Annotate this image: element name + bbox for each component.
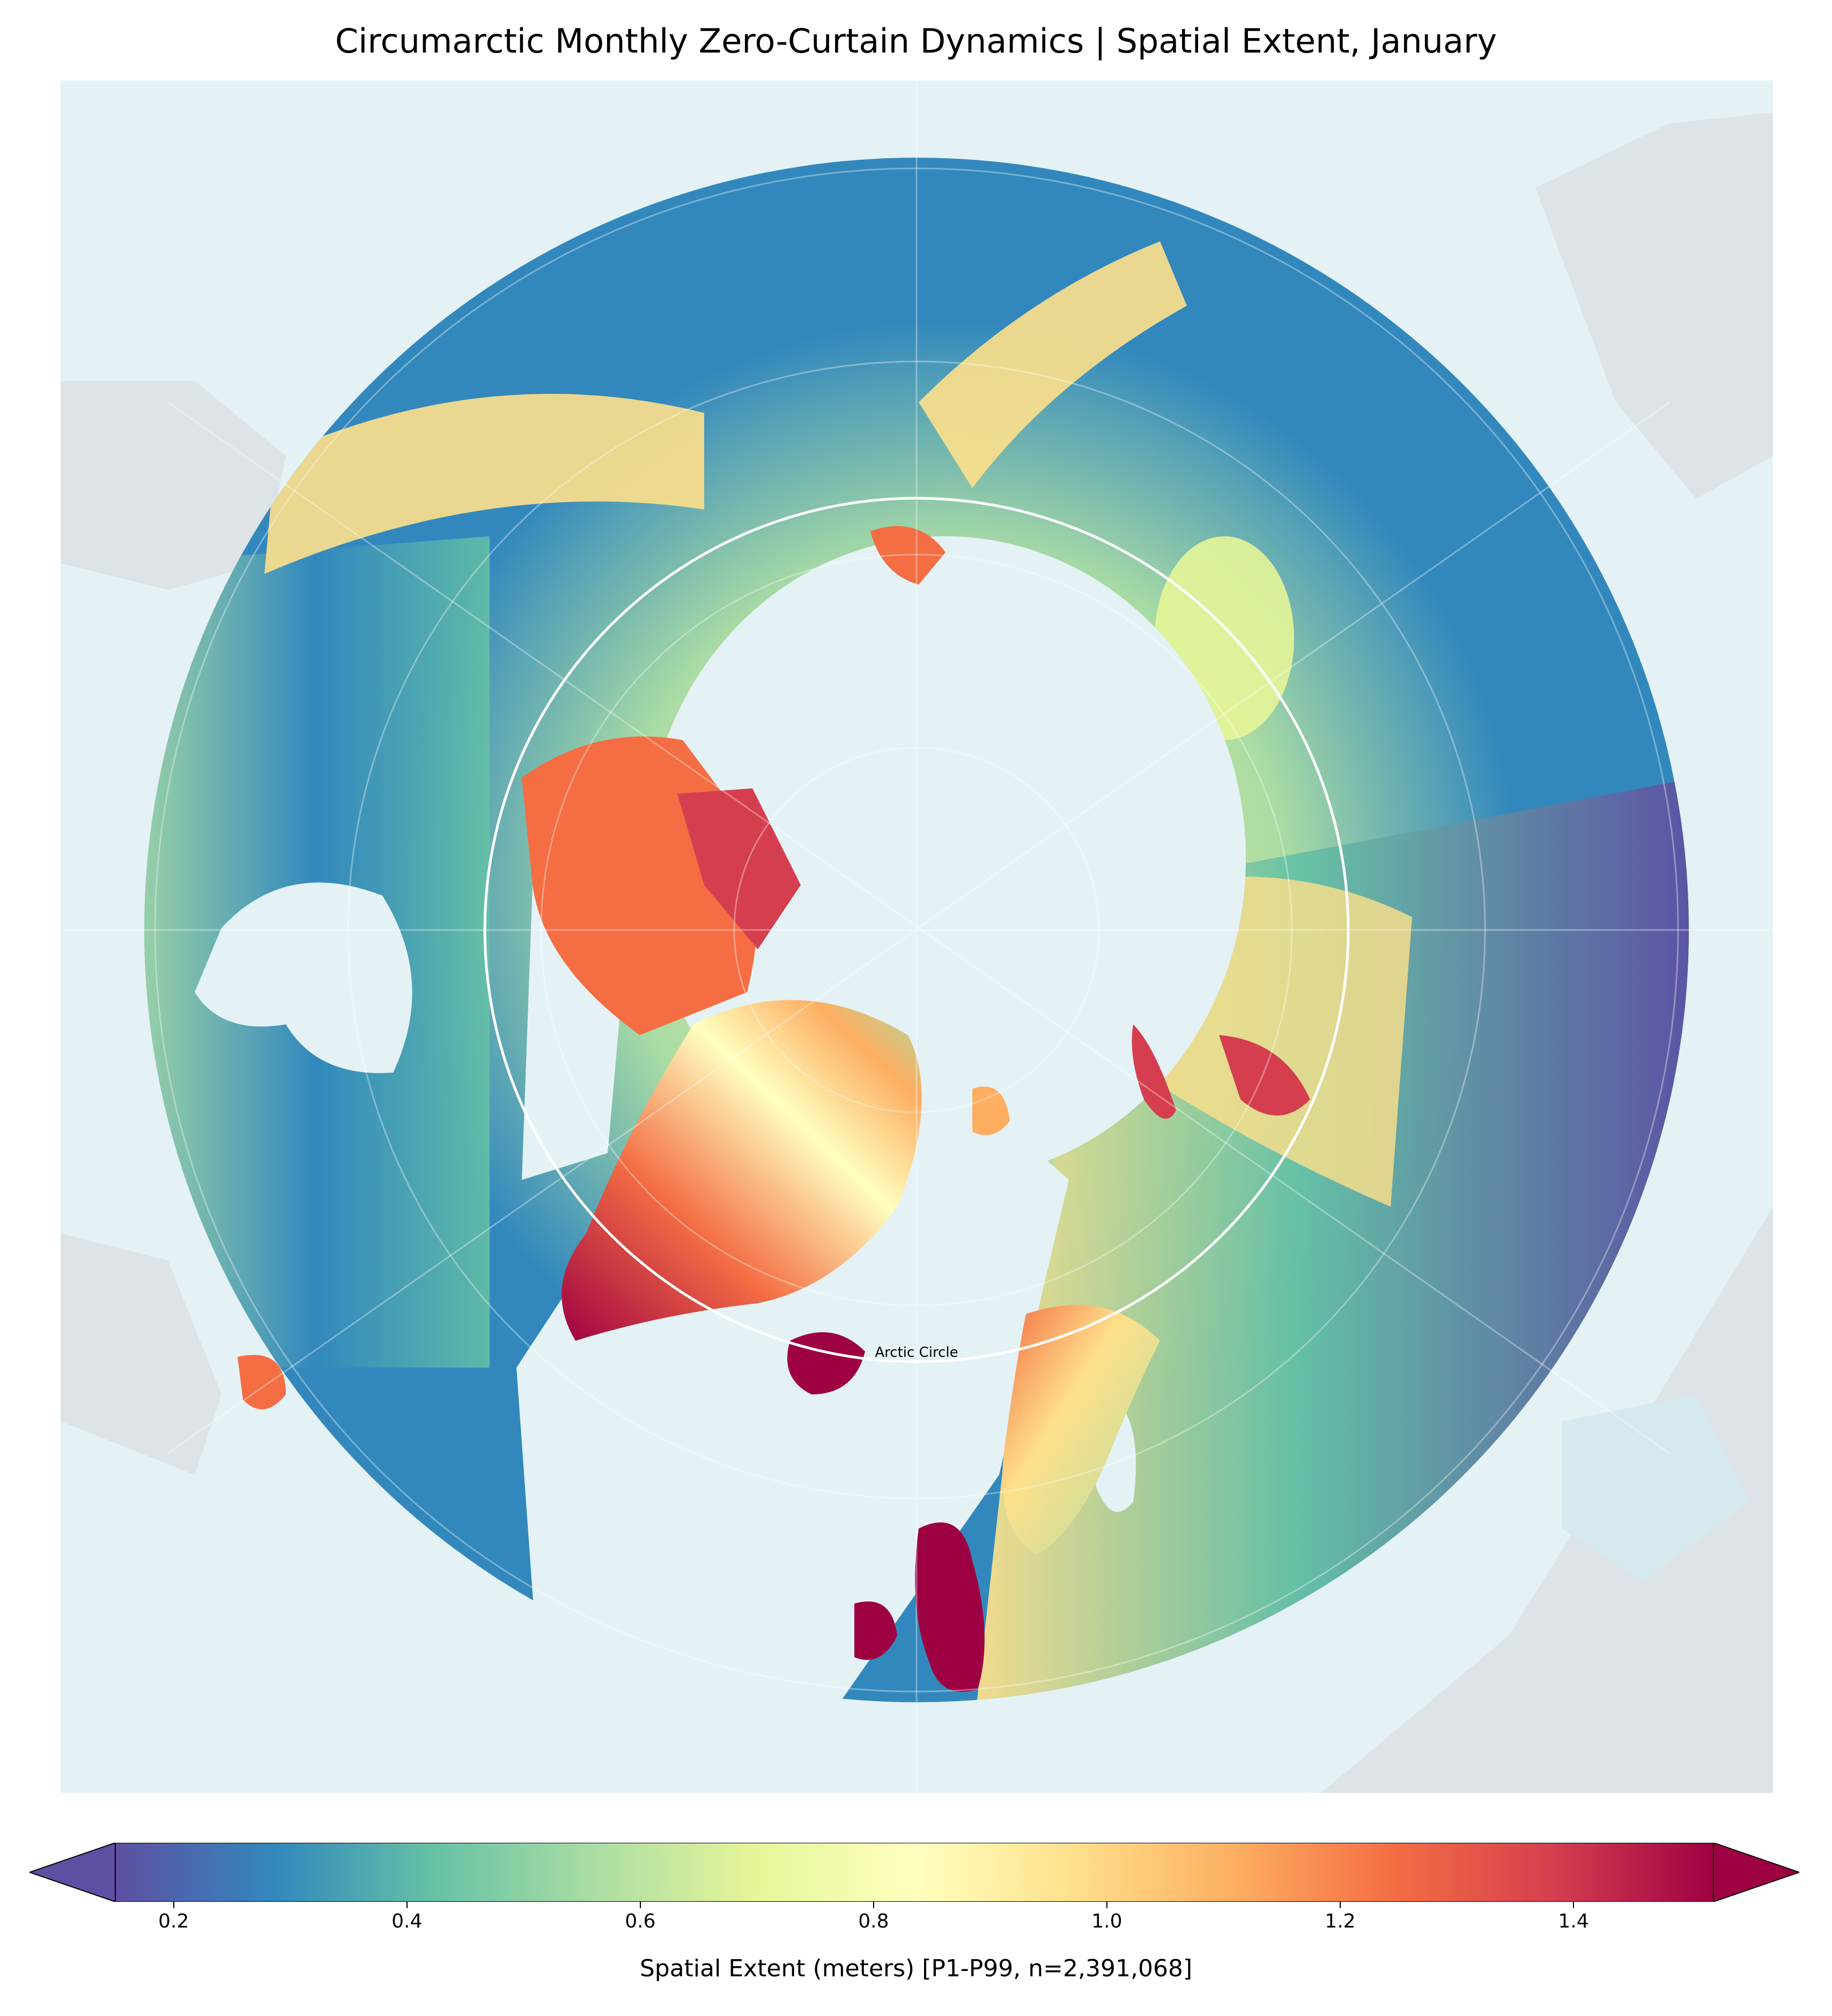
land-outside-sw bbox=[61, 1234, 221, 1475]
colorbar-tick-mark bbox=[1572, 1902, 1574, 1908]
yamal bbox=[1219, 1035, 1310, 1116]
colorbar-tick-label: 1.2 bbox=[1325, 1910, 1356, 1932]
colorbar-tick-label: 0.4 bbox=[391, 1910, 423, 1932]
land-outside-ne bbox=[1535, 113, 1773, 499]
colorbar bbox=[27, 1842, 1801, 1903]
colorbar-tick-mark bbox=[173, 1902, 174, 1908]
baltic-sea bbox=[1096, 1394, 1136, 1512]
ireland bbox=[854, 1601, 897, 1660]
colorbar-tick-mark bbox=[639, 1902, 641, 1908]
caspian-sea bbox=[1562, 1394, 1750, 1582]
colorbar-tick-label: 0.2 bbox=[158, 1910, 189, 1932]
polar-map: Arctic Circle bbox=[61, 80, 1773, 1793]
arctic-circle-line bbox=[483, 497, 1350, 1363]
great-britain bbox=[915, 1522, 985, 1692]
colorbar-tick-label: 0.8 bbox=[858, 1910, 889, 1932]
colorbar-tick-label: 0.6 bbox=[625, 1910, 656, 1932]
hudson-bay bbox=[195, 882, 412, 1073]
novaya-zemlya bbox=[1132, 1024, 1176, 1119]
colorbar-label: Spatial Extent (meters) [P1-P99, n=2,391… bbox=[639, 1955, 1193, 1982]
colorbar-svg bbox=[27, 1842, 1801, 1903]
map-canvas: Arctic Circle bbox=[61, 80, 1773, 1793]
colorbar-tick-mark bbox=[406, 1902, 408, 1908]
colorbar-tick-label: 1.4 bbox=[1558, 1910, 1589, 1932]
graticule bbox=[61, 80, 1773, 1793]
colorbar-extend-min bbox=[27, 1842, 116, 1903]
colorbar-tick-mark bbox=[1339, 1902, 1341, 1908]
alaska-tip bbox=[238, 1355, 286, 1409]
land-outside-se bbox=[1321, 1207, 1773, 1793]
colorbar-tick-mark bbox=[873, 1902, 874, 1908]
map-title: Circumarctic Monthly Zero-Curtain Dynami… bbox=[335, 21, 1497, 61]
scandinavia bbox=[1002, 1305, 1160, 1555]
colorbar-tick-label: 1.0 bbox=[1091, 1910, 1122, 1932]
land-outside-nw bbox=[61, 381, 286, 590]
ellesmere-island bbox=[677, 788, 801, 949]
kamchatka bbox=[1337, 337, 1412, 456]
svalbard bbox=[972, 1087, 1010, 1135]
colorbar-extend-max bbox=[1713, 1842, 1801, 1903]
arctic-circle-label: Arctic Circle bbox=[875, 1345, 958, 1361]
chukotka-tip bbox=[870, 526, 945, 585]
greenland bbox=[562, 1000, 922, 1341]
colorbar-tick-mark bbox=[1106, 1902, 1107, 1908]
colorbar-bar bbox=[115, 1842, 1714, 1902]
